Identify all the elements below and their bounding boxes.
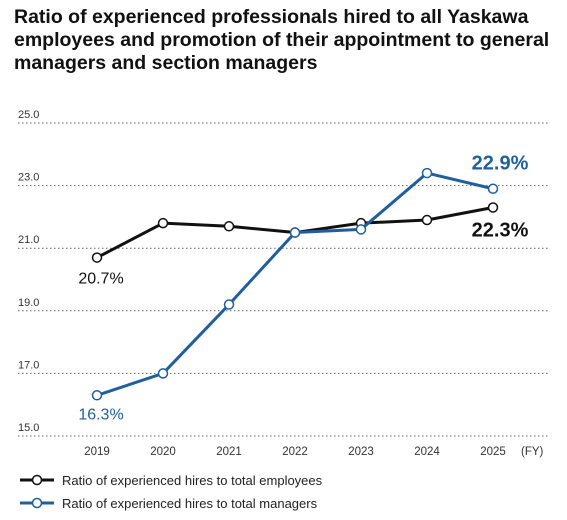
data-label-employees-first: 20.7% xyxy=(78,271,123,288)
data-point-managers xyxy=(355,224,367,235)
data-point-employees xyxy=(91,252,103,263)
grid-lines xyxy=(18,122,548,437)
data-point-employees xyxy=(223,221,235,232)
data-point-managers xyxy=(223,299,235,310)
y-tick-label: 15.0 xyxy=(18,422,39,434)
x-tick-label: 2021 xyxy=(216,446,242,458)
data-label-employees-last: 22.3% xyxy=(472,220,529,242)
data-label-managers-last: 22.9% xyxy=(472,153,529,175)
y-tick-label: 17.0 xyxy=(18,359,39,371)
x-tick-label: 2020 xyxy=(150,446,176,458)
series-lines xyxy=(91,167,499,401)
data-point-employees xyxy=(421,214,433,226)
y-tick-label: 23.0 xyxy=(18,172,39,184)
data-point-managers xyxy=(487,183,499,194)
y-tick-label: 19.0 xyxy=(18,297,39,309)
chart-title: Ratio of experienced professionals hired… xyxy=(14,6,550,74)
data-labels: 20.7% 22.3% 16.3% 22.9% xyxy=(78,153,528,424)
data-point-employees xyxy=(157,217,169,229)
legend-label-employees: Ratio of experienced hires to total empl… xyxy=(62,473,323,488)
data-point-employees xyxy=(487,202,499,213)
legend-item-employees: Ratio of experienced hires to total empl… xyxy=(18,472,418,492)
data-point-managers xyxy=(91,390,103,401)
x-tick-label: 2023 xyxy=(348,446,374,458)
x-tick-label: 2025 xyxy=(480,446,506,458)
legend-item-managers: Ratio of experienced hires to total mana… xyxy=(18,495,418,515)
data-point-managers xyxy=(421,167,433,179)
x-tick-label: 2022 xyxy=(282,446,308,458)
y-tick-label: 25.0 xyxy=(18,109,39,121)
y-tick-label: 21.0 xyxy=(18,234,39,246)
y-axis-tick-labels: 15.0 17.0 19.0 21.0 23.0 25.0 xyxy=(18,109,39,434)
data-point-managers xyxy=(289,227,301,238)
legend-symbol-managers xyxy=(20,497,54,509)
legend-label-managers: Ratio of experienced hires to total mana… xyxy=(62,496,318,511)
series-line-managers xyxy=(96,171,494,397)
data-point-managers xyxy=(157,368,169,379)
data-label-managers-first: 16.3% xyxy=(78,406,123,423)
x-tick-label: 2024 xyxy=(414,446,440,458)
x-axis-tick-labels: 2019 2020 2021 2022 2023 2024 2025 (FY) xyxy=(84,446,543,458)
x-axis-unit: (FY) xyxy=(521,446,544,458)
legend-symbol-employees xyxy=(20,474,54,486)
x-tick-label: 2019 xyxy=(84,446,110,458)
